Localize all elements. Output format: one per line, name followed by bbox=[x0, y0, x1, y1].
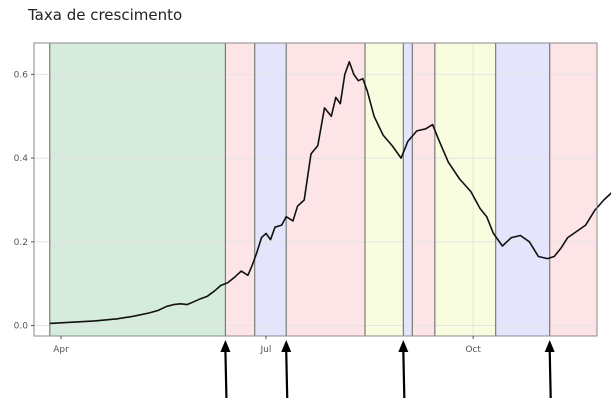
arrow-head bbox=[220, 340, 231, 352]
y-tick-label-3: 0.6 bbox=[14, 70, 29, 80]
annotation-arrow-0 bbox=[220, 340, 231, 399]
phase-band-3 bbox=[286, 43, 366, 336]
annotation-arrow-2 bbox=[398, 340, 409, 399]
phase-dividers bbox=[49, 43, 551, 336]
phase-band-2 bbox=[254, 43, 287, 336]
phase-band-5 bbox=[403, 43, 413, 336]
phase-band-4 bbox=[365, 43, 404, 336]
arrow-shaft bbox=[402, 350, 406, 399]
series-line-group bbox=[49, 61, 611, 325]
arrow-head bbox=[398, 340, 409, 352]
arrow-head bbox=[544, 340, 555, 352]
gridlines bbox=[34, 43, 597, 336]
chart-title: Taxa de crescimento bbox=[28, 6, 183, 24]
series-line-0 bbox=[49, 61, 611, 325]
arrow-shaft bbox=[285, 350, 289, 399]
phase-band-0 bbox=[49, 43, 226, 336]
y-tick-label-0: 0.0 bbox=[14, 322, 29, 332]
x-tick-label-1: Jul bbox=[260, 345, 272, 355]
phase-band-1 bbox=[225, 43, 255, 336]
annotation-arrows bbox=[220, 340, 555, 399]
x-tick-label-0: Apr bbox=[53, 345, 69, 355]
panel-border bbox=[33, 42, 598, 337]
axis-ticks: 0.0 0.2 0.4 0.6 Apr Jul Oct bbox=[14, 70, 482, 355]
phase-band-7 bbox=[434, 43, 496, 336]
phase-band-9 bbox=[549, 43, 597, 336]
x-tick-label-2: Oct bbox=[465, 345, 481, 355]
y-tick-label-2: 0.4 bbox=[14, 154, 29, 164]
arrow-head bbox=[281, 340, 292, 352]
y-tick-label-1: 0.2 bbox=[14, 238, 28, 248]
arrow-shaft bbox=[548, 350, 552, 399]
phase-bands bbox=[49, 43, 597, 336]
arrow-shaft bbox=[224, 350, 228, 399]
annotation-arrow-1 bbox=[281, 340, 292, 399]
annotation-arrow-3 bbox=[544, 340, 555, 399]
phase-band-6 bbox=[412, 43, 435, 336]
phase-band-8 bbox=[495, 43, 550, 336]
